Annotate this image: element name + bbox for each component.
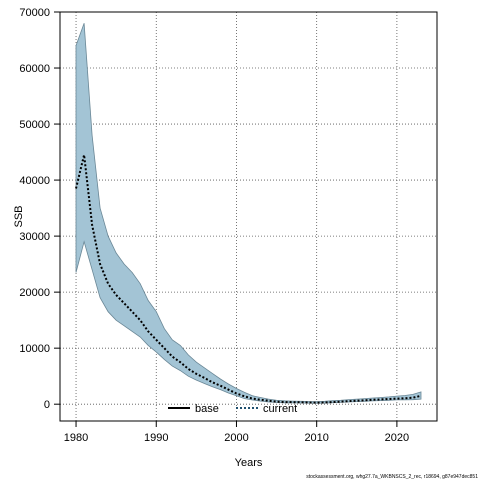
confidence-band <box>75 23 422 404</box>
x-axis-label: Years <box>235 457 263 469</box>
y-axis: 0 10000 20000 30000 40000 50000 60000 70000 <box>19 7 60 411</box>
y-tick-label: 10000 <box>19 343 50 355</box>
x-tick-label: 2010 <box>304 432 328 444</box>
y-tick-label: 60000 <box>19 63 50 75</box>
legend-base-label: base <box>195 403 219 415</box>
y-tick-label: 0 <box>44 399 50 411</box>
footer-source: stockassessment.org, whg27.7a_WKBNSCS_2_… <box>306 474 478 480</box>
y-tick-label: 30000 <box>19 231 50 243</box>
x-tick-label: 1980 <box>64 432 88 444</box>
y-tick-label: 40000 <box>19 175 50 187</box>
x-tick-label: 1990 <box>144 432 168 444</box>
grid <box>60 11 437 421</box>
y-tick-label: 50000 <box>19 119 50 131</box>
x-axis: 1980 1990 2000 2010 2020 <box>64 421 409 444</box>
plot-frame <box>59 11 438 422</box>
y-tick-label: 70000 <box>19 7 50 19</box>
series-current-line <box>75 154 422 404</box>
legend-current-label: current <box>263 403 297 415</box>
y-tick-label: 20000 <box>19 287 50 299</box>
y-axis-label: SSB <box>13 205 25 227</box>
x-tick-label: 2020 <box>385 432 409 444</box>
x-tick-label: 2000 <box>224 432 248 444</box>
legend: base current <box>168 403 297 415</box>
